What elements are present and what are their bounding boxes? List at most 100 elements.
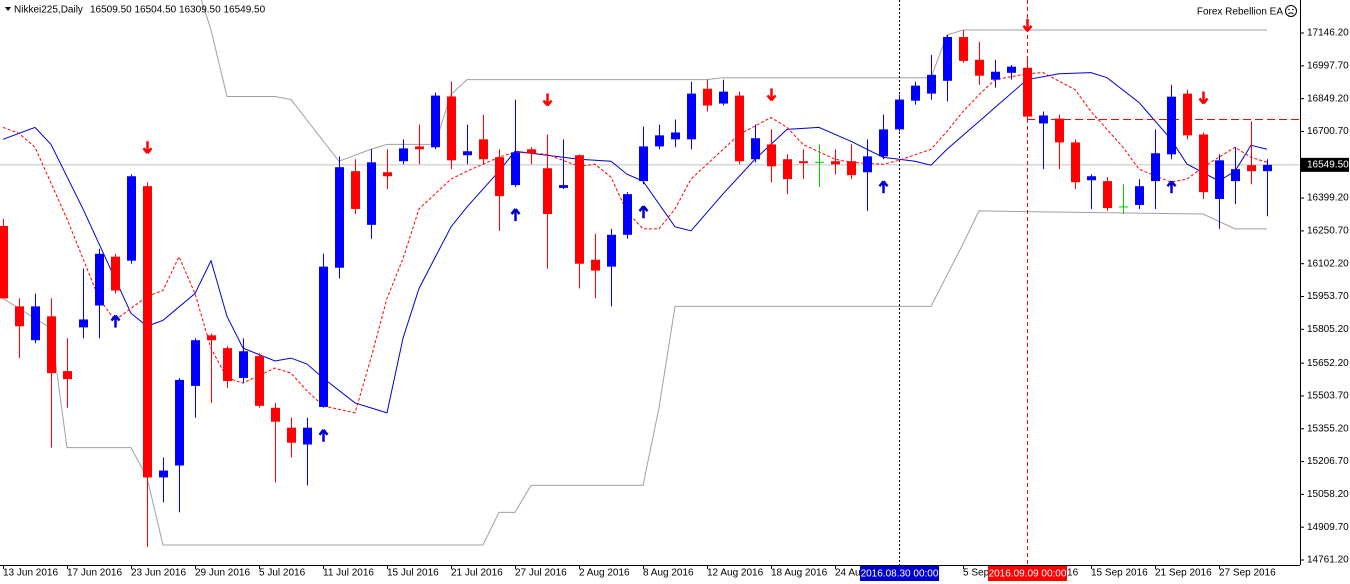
buy-arrow <box>510 208 521 222</box>
candle-body <box>607 234 616 267</box>
candle-body <box>639 146 648 182</box>
x-tick-label: 23 Jun 2016 <box>131 568 186 579</box>
axes: 17146.20 16997.70 16849.20 16700.70 16399.20… <box>3 28 1349 581</box>
sell-arrow <box>542 93 553 107</box>
candle-body <box>895 99 904 130</box>
cursor-label: 2016.09.09 00:00 <box>989 569 1067 580</box>
cursor-label-box <box>988 566 1067 581</box>
x-tick-label: 27 Jul 2016 <box>515 568 567 579</box>
x-tick-label: 2 Aug 2016 <box>579 568 630 579</box>
x-tick-label: 21 Sep 2016 <box>1155 568 1212 579</box>
candle-body <box>1151 153 1160 182</box>
candle-body <box>623 194 632 235</box>
candle-body <box>463 151 472 156</box>
candle-body <box>1263 164 1272 172</box>
x-tick-label: 12 Aug 2016 <box>707 568 764 579</box>
cursor-label-box <box>860 566 939 581</box>
candle-body <box>943 37 952 81</box>
candle-body <box>1023 67 1032 117</box>
ohlc-text: 16509.50 16504.50 16309.50 16549.50 <box>90 5 266 16</box>
candle-body <box>143 186 152 478</box>
x-tick-label: 17 Jun 2016 <box>67 568 122 579</box>
candle-body <box>1135 186 1144 205</box>
candle-body <box>303 427 312 445</box>
candle-body <box>255 356 264 406</box>
candle-body <box>271 407 280 422</box>
candle-body <box>383 172 392 177</box>
x-tick-label: 18 Aug 2016 <box>771 568 828 579</box>
candle-body <box>447 96 456 161</box>
candle-body <box>415 146 424 150</box>
candle-body <box>511 152 520 186</box>
candle-body <box>127 176 136 261</box>
x-tick-label: 8 Aug 2016 <box>643 568 694 579</box>
candle-body <box>63 371 72 380</box>
candle-body <box>1199 134 1208 193</box>
x-tick-label: 5 Jul 2016 <box>259 568 306 579</box>
candle-body <box>319 266 328 407</box>
candle-body <box>0 225 8 299</box>
y-tick-label: 15805.20 <box>1307 324 1349 335</box>
candle-body <box>95 253 104 306</box>
y-tick-label: 14761.20 <box>1307 555 1349 566</box>
y-tick-label: 16399.20 <box>1307 193 1349 204</box>
candle-body <box>1071 142 1080 183</box>
buy-arrow <box>878 180 889 194</box>
x-tick-label: 27 Sep 2016 <box>1219 568 1276 579</box>
x-tick-label: 15 Sep 2016 <box>1091 568 1148 579</box>
y-tick-label: 16700.70 <box>1307 126 1349 137</box>
candle-body <box>79 319 88 328</box>
menu-triangle[interactable] <box>5 7 11 11</box>
candle-body <box>1183 93 1192 136</box>
candle-body <box>31 306 40 341</box>
y-tick-label: 15652.20 <box>1307 358 1349 369</box>
y-tick-label: 16997.70 <box>1307 60 1349 71</box>
candle-body <box>1087 176 1096 181</box>
sell-arrow <box>1022 18 1033 32</box>
candle-body <box>863 156 872 173</box>
candle-body <box>175 379 184 466</box>
candle-body <box>655 135 664 147</box>
buy-arrow <box>318 429 329 442</box>
candle-body <box>47 316 56 374</box>
candle-body <box>831 161 840 165</box>
candle-body <box>1103 181 1112 209</box>
candle-body <box>847 161 856 176</box>
y-tick-label: 16102.20 <box>1307 258 1349 269</box>
candle-body <box>975 59 984 76</box>
candle-body <box>399 148 408 162</box>
candle-body <box>159 470 168 478</box>
symbol-title: Nikkei225,Daily <box>14 5 83 16</box>
candle-body <box>703 88 712 106</box>
current-price-label: 16549.50 <box>1307 160 1349 171</box>
sell-arrow <box>1198 91 1209 105</box>
candle-body <box>223 348 232 382</box>
candle-body <box>719 91 728 104</box>
candle-body <box>783 159 792 180</box>
sell-arrow <box>142 141 153 154</box>
candle-body <box>735 95 744 162</box>
candle-body <box>191 340 200 386</box>
candle-body <box>1215 160 1224 199</box>
candle-body <box>671 132 680 140</box>
ea-label: Forex Rebellion EA <box>1197 7 1283 18</box>
candle-body <box>799 161 808 164</box>
candle-body <box>575 155 584 264</box>
candle-body <box>1055 118 1064 143</box>
candle-body <box>367 162 376 225</box>
ea-icon[interactable] <box>1285 5 1297 17</box>
y-tick-label: 16250.70 <box>1307 226 1349 237</box>
indicator-line <box>2 210 1267 546</box>
candle-body <box>1007 66 1016 73</box>
candle-body <box>591 259 600 271</box>
current-price-box <box>1301 157 1349 172</box>
candle-body <box>879 129 888 157</box>
candle-body <box>479 139 488 160</box>
y-tick-label: 15355.20 <box>1307 423 1349 434</box>
y-tick-label: 15206.70 <box>1307 456 1349 467</box>
y-tick-label: 16849.20 <box>1307 93 1349 104</box>
buy-arrow <box>110 314 121 328</box>
candle-body <box>239 351 248 378</box>
